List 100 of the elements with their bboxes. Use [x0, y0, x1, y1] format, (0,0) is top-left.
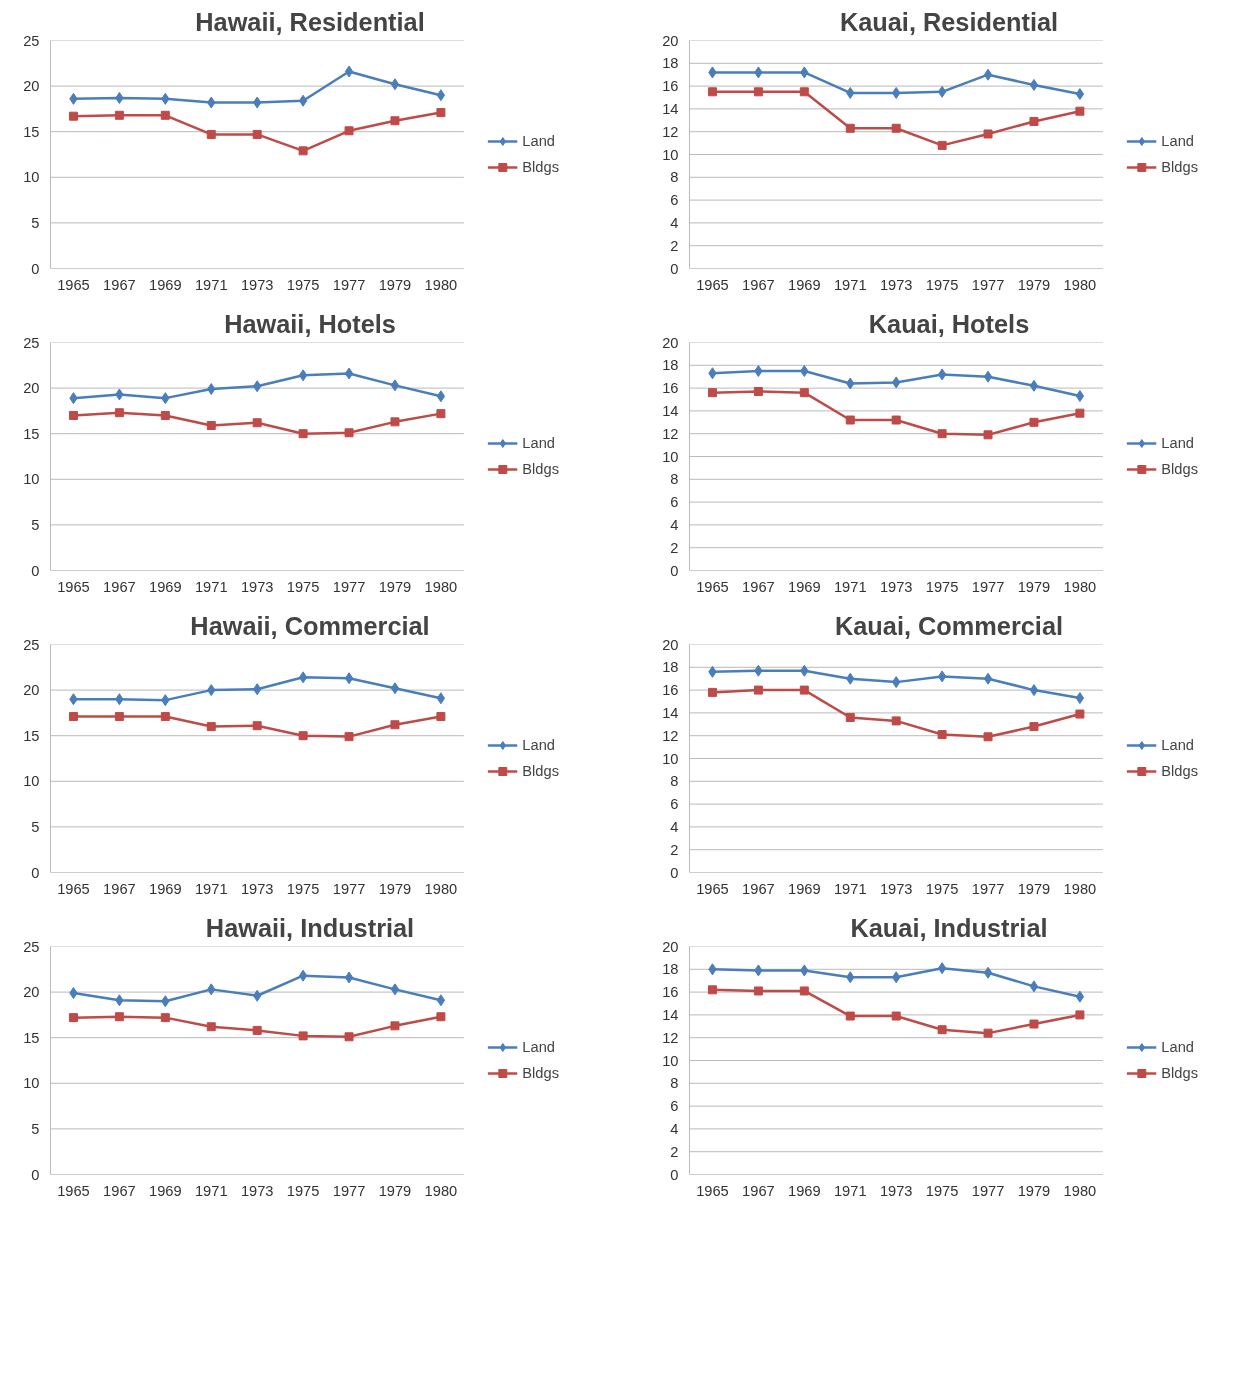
y-tick-label: 8: [670, 169, 679, 186]
point: [937, 368, 947, 381]
x-tick-label: 1971: [833, 880, 867, 897]
point: [707, 687, 717, 697]
point: [799, 986, 809, 996]
point: [252, 721, 262, 731]
y-tick-label: 20: [23, 380, 40, 397]
legend-label: Bldgs: [1161, 461, 1198, 477]
x-tick-label: 1979: [1017, 1182, 1051, 1199]
x-tick-label: 1969: [149, 880, 182, 897]
x-tick-label: 1971: [194, 578, 228, 595]
y-tick-label: 14: [662, 704, 679, 721]
y-tick-label: 15: [23, 1029, 40, 1046]
point: [1029, 379, 1039, 392]
x-tick-label: 1965: [57, 276, 90, 293]
y-tick-label: 25: [23, 636, 40, 653]
y-tick-label: 10: [23, 471, 40, 488]
y-tick-label: 5: [31, 818, 40, 835]
legend-label: Land: [522, 133, 555, 149]
point: [937, 140, 947, 150]
point: [344, 1032, 354, 1042]
x-tick-label: 1975: [925, 276, 959, 293]
x-tick-label: 1980: [1063, 880, 1097, 897]
legend-label: Bldgs: [522, 763, 559, 779]
x-tick-label: 1977: [332, 276, 366, 293]
point: [937, 429, 947, 439]
point: [114, 110, 124, 120]
legend-label: Bldgs: [522, 159, 559, 175]
point: [298, 1031, 308, 1041]
x-tick-label: 1965: [57, 880, 90, 897]
x-tick-label: 1969: [788, 880, 821, 897]
point: [1075, 692, 1085, 705]
x-tick-label: 1971: [833, 276, 867, 293]
point: [1075, 88, 1085, 101]
point: [707, 388, 717, 398]
point: [799, 87, 809, 97]
point: [298, 146, 308, 156]
point: [937, 85, 947, 98]
point: [206, 1022, 216, 1032]
x-tick-label: 1967: [103, 880, 136, 897]
point: [799, 685, 809, 695]
point: [390, 983, 400, 996]
legend-label: Bldgs: [1161, 763, 1198, 779]
x-tick-label: 1971: [833, 578, 867, 595]
point: [753, 986, 763, 996]
x-tick-label: 1979: [378, 880, 412, 897]
point: [436, 390, 446, 403]
x-tick-label: 1980: [424, 578, 458, 595]
x-tick-label: 1979: [1017, 276, 1051, 293]
x-tick-label: 1967: [103, 276, 136, 293]
y-tick-label: 12: [662, 727, 679, 744]
point: [707, 87, 717, 97]
x-tick-label: 1975: [286, 276, 320, 293]
x-tick-label: 1979: [378, 276, 412, 293]
y-tick-label: 10: [662, 146, 679, 163]
y-tick-label: 4: [670, 1120, 679, 1137]
x-tick-label: 1977: [971, 276, 1005, 293]
point: [891, 1011, 901, 1021]
y-tick-label: 0: [31, 562, 40, 579]
chart-title: Hawaii, Hotels: [224, 309, 396, 338]
point: [206, 722, 216, 732]
point: [707, 985, 717, 995]
x-tick-label: 1973: [879, 1182, 913, 1199]
y-tick-label: 20: [662, 636, 679, 653]
x-tick-label: 1967: [742, 276, 775, 293]
point: [390, 682, 400, 695]
point: [114, 712, 124, 722]
point: [160, 712, 170, 722]
y-tick-label: 0: [670, 1166, 679, 1183]
x-tick-label: 1965: [696, 880, 729, 897]
point: [114, 1012, 124, 1022]
x-tick-label: 1971: [194, 880, 228, 897]
y-tick-label: 20: [662, 334, 679, 351]
x-tick-label: 1980: [1063, 578, 1097, 595]
point: [436, 89, 446, 102]
y-tick-label: 18: [662, 55, 679, 72]
point: [436, 409, 446, 419]
point: [937, 1025, 947, 1035]
point: [298, 671, 308, 684]
point: [983, 129, 993, 139]
point: [298, 429, 308, 439]
point: [1029, 684, 1039, 697]
y-tick-label: 4: [670, 214, 679, 231]
point: [68, 1013, 78, 1023]
x-tick-label: 1969: [788, 578, 821, 595]
point: [344, 732, 354, 742]
y-tick-label: 6: [670, 494, 679, 511]
point: [344, 65, 354, 78]
point: [1029, 78, 1039, 91]
point: [1029, 980, 1039, 993]
point: [298, 94, 308, 107]
x-tick-label: 1975: [925, 880, 959, 897]
y-tick-label: 5: [31, 1120, 40, 1137]
chart-title: Kauai, Industrial: [850, 913, 1048, 942]
point: [891, 716, 901, 726]
legend-label: Bldgs: [1161, 159, 1198, 175]
y-tick-label: 16: [662, 380, 679, 397]
point: [753, 387, 763, 397]
x-tick-label: 1980: [424, 1182, 458, 1199]
x-tick-label: 1967: [742, 578, 775, 595]
